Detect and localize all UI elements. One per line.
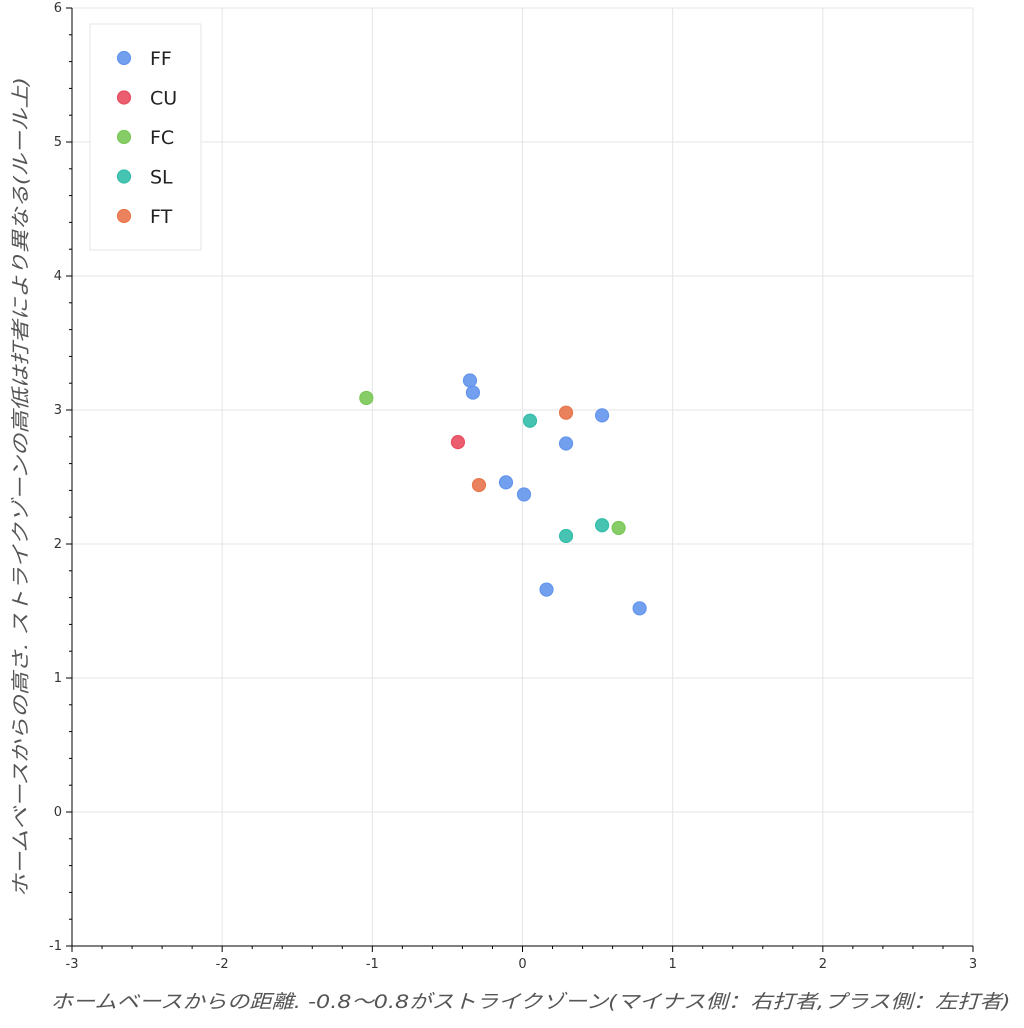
y-tick-label: 1 — [54, 671, 62, 686]
data-point-ff[interactable] — [498, 475, 514, 490]
legend: FF CU FC SL FT — [89, 23, 202, 251]
x-tick-label: -2 — [216, 957, 229, 972]
data-point-ft[interactable] — [558, 405, 574, 420]
y-tick-label: 0 — [54, 805, 62, 820]
data-point-ft[interactable] — [471, 477, 487, 493]
legend-box — [89, 23, 202, 251]
x-tick-label: 2 — [819, 957, 827, 972]
x-axis-title: ホームベースからの距離. -0.8〜0.8がストライクゾーン(マイナス側：右打者… — [51, 991, 1011, 1013]
legend-label-ff: FF — [150, 48, 172, 70]
x-tick-label: -1 — [366, 957, 379, 972]
y-tick-label: 3 — [54, 403, 62, 418]
data-point-ff[interactable] — [539, 582, 554, 597]
y-axis-title: ホームベースからの高さ. ストライクゾーンの高低は打者により異なる(ルール上) — [10, 77, 32, 897]
y-tick-label: 6 — [54, 1, 62, 16]
data-point-cu[interactable] — [450, 435, 466, 450]
data-point-ff[interactable] — [465, 385, 481, 400]
legend-label-sl: SL — [150, 167, 173, 189]
data-point-ff[interactable] — [516, 487, 532, 502]
data-points — [359, 373, 647, 616]
data-point-fc[interactable] — [611, 520, 626, 536]
y-tick-label: 5 — [54, 135, 62, 150]
x-tick-label: 0 — [518, 957, 526, 972]
x-tick-label: -3 — [66, 957, 79, 972]
legend-marker-ff — [116, 50, 132, 66]
data-point-fc[interactable] — [359, 390, 374, 406]
data-point-sl[interactable] — [522, 413, 538, 428]
legend-label-ft: FT — [150, 206, 173, 228]
legend-label-fc: FC — [150, 127, 174, 149]
data-point-ff[interactable] — [462, 373, 478, 388]
data-point-ff[interactable] — [594, 408, 610, 423]
data-point-sl[interactable] — [594, 518, 610, 533]
legend-marker-ft — [116, 208, 132, 224]
data-point-ff[interactable] — [632, 601, 647, 616]
y-tick-label: 4 — [54, 269, 62, 284]
axes: -3 -2 -1 0 1 2 3 -1 0 1 2 3 4 5 6 — [49, 1, 977, 972]
y-tick-label: -1 — [49, 939, 62, 954]
data-point-ff[interactable] — [558, 436, 574, 451]
y-tick-label: 2 — [54, 537, 62, 552]
legend-label-cu: CU — [150, 88, 177, 110]
data-point-sl[interactable] — [558, 528, 574, 544]
x-tick-label: 3 — [969, 957, 977, 972]
legend-marker-cu — [116, 90, 132, 105]
legend-marker-fc — [116, 129, 132, 145]
x-tick-label: 1 — [669, 957, 677, 972]
legend-marker-sl — [116, 169, 132, 184]
